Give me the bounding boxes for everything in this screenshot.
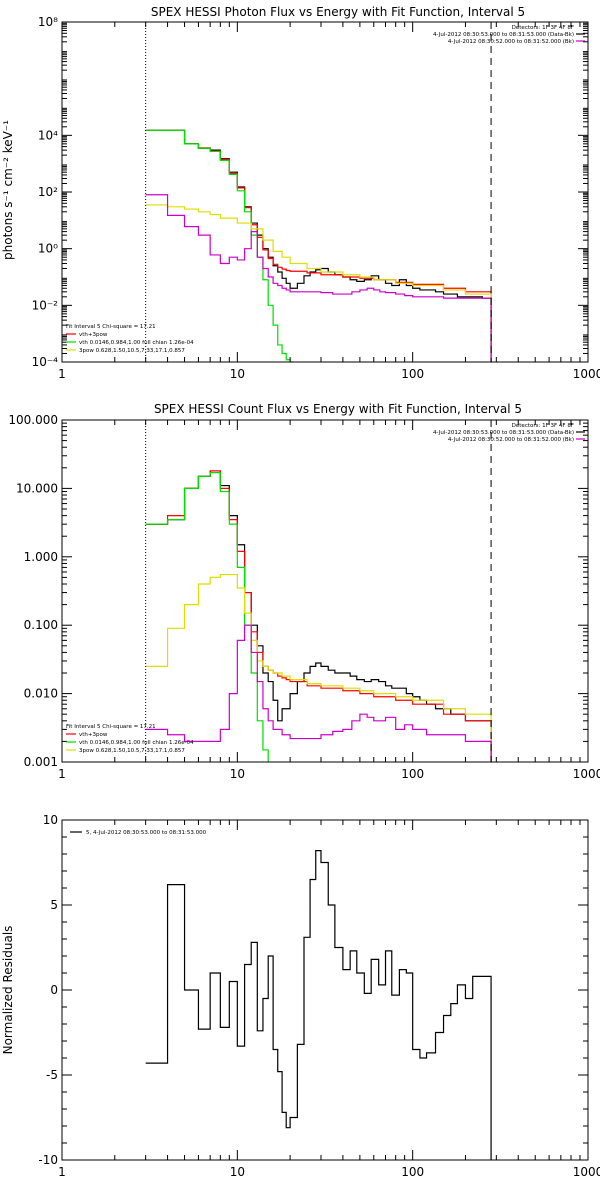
y-tick-label: 10⁴ [38,128,58,142]
y-tick-label: 0 [50,983,58,997]
legend-label: vth+3pow [79,732,108,738]
series-component-3 [145,204,492,362]
y-tick-label: 10⁻⁴ [32,355,59,369]
y-tick-label: 0.010 [24,687,58,701]
x-tick-label: 1000 [573,767,600,781]
x-tick-label: 100 [401,367,424,381]
x-tick-label: 1 [58,1165,66,1179]
y-tick-label: 100.000 [8,413,58,427]
fit-text: Fit Interval 5 Chi-square = 17.21 [66,324,156,330]
info-line: 4-Jul-2012 08:30:52.000 to 08:31:52.000 … [448,39,574,45]
count-flux-chart: SPEX HESSI Count Flux vs Energy with Fit… [8,402,600,781]
photon-flux-y-label: photons s⁻¹ cm⁻² keV⁻¹ [1,120,15,260]
legend-label: 3pow 0.628,1.50,10.5,7.33,17.1,0.857 [79,748,185,754]
legend-label: 3pow 0.628,1.50,10.5,7.33,17.1,0.857 [79,348,185,354]
info-line: 4-Jul-2012 08:30:52.000 to 08:31:52.000 … [448,437,574,443]
y-tick-label: 10⁸ [38,15,58,29]
y-tick-label: 10 [43,813,58,827]
y-tick-label: 1.000 [24,550,58,564]
legend-label: 5, 4-Jul-2012 08:30:53.000 to 08:31:53.0… [86,830,207,836]
y-tick-label: 0.001 [24,755,58,769]
y-tick-label: -5 [46,1068,58,1082]
series-background-4 [145,624,492,762]
series-group [145,470,492,762]
y-tick-label: 10.000 [16,481,58,495]
series-residuals-0 [145,850,492,1160]
plot-frame [61,419,589,763]
x-tick-label: 100 [401,767,424,781]
info-line: Detectors: 1F 3F 4F 8F [512,25,574,31]
fit-text: Fit Interval 5 Chi-square = 17.21 [66,724,156,730]
x-tick-label: 10 [230,367,245,381]
y-tick-label: 10² [38,185,58,199]
series-background-4 [145,194,492,362]
photon-flux-title: SPEX HESSI Photon Flux vs Energy with Fi… [151,5,525,19]
residuals-y-label: Normalized Residuals [1,926,15,1055]
info-line: Detectors: 1F 3F 4F 8F [512,423,574,429]
y-tick-label: 10⁻² [32,298,59,312]
series-group [145,850,492,1160]
info-line: 4-Jul-2012 08:30:53.000 to 08:31:53.000 … [433,32,574,38]
x-tick-label: 100 [401,1165,424,1179]
x-tick-label: 1 [58,767,66,781]
residuals-chart: Normalized Residuals 1 10 100 1000 -10 -5 0 5 10… [1,813,600,1179]
legend-label: vth 0.0146,0.984,1.00 full chian 1.26e-0… [79,340,194,346]
y-tick-label: 0.100 [24,618,58,632]
count-flux-title: SPEX HESSI Count Flux vs Energy with Fit… [154,402,522,416]
x-tick-label: 1 [58,367,66,381]
legend-label: vth+3pow [79,332,108,338]
x-tick-label: 10 [230,1165,245,1179]
y-tick-label: 10⁰ [38,242,58,256]
series-group [145,129,492,362]
info-line: 4-Jul-2012 08:30:53.000 to 08:31:53.000 … [433,430,574,436]
x-tick-label: 1000 [573,1165,600,1179]
x-tick-label: 10 [230,767,245,781]
legend-label: vth 0.0146,0.984,1.00 full chian 1.26e-0… [79,740,194,746]
series-component-3 [145,573,492,762]
photon-flux-chart: SPEX HESSI Photon Flux vs Energy with Fi… [1,5,600,381]
series-component-2 [145,472,269,762]
x-tick-label: 1000 [573,367,600,381]
y-tick-label: 5 [50,898,58,912]
y-tick-label: -10 [38,1153,58,1167]
